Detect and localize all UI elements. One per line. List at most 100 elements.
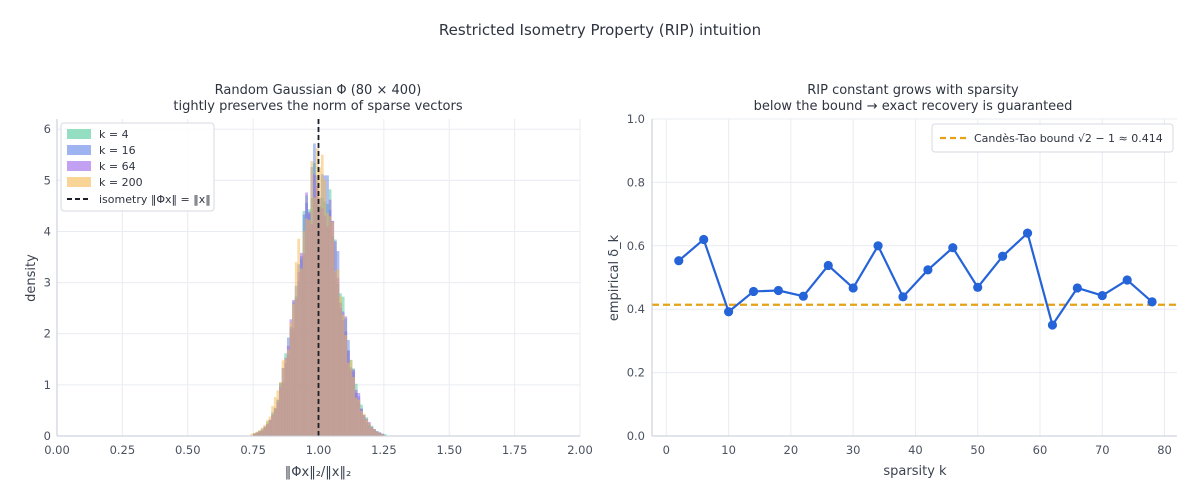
x-tick-label: 60	[1033, 443, 1048, 457]
histogram-bar	[268, 416, 272, 437]
figure-title: Restricted Isometry Property (RIP) intui…	[439, 21, 761, 39]
x-tick-label: 0.50	[175, 443, 201, 457]
rip-legend: Candès-Tao bound √2 − 1 ≈ 0.414	[931, 123, 1174, 153]
legend-swatch-k16	[67, 145, 91, 155]
histogram-bar	[263, 424, 267, 437]
legend-label-isometry: isometry ‖Φx‖ = ‖x‖	[99, 193, 211, 206]
histogram-bar	[362, 413, 366, 437]
x-tick-label: 0	[663, 443, 670, 457]
x-tick-label: 0.00	[44, 443, 70, 457]
histogram-bar	[299, 268, 303, 437]
x-tick-label: 1.75	[502, 443, 528, 457]
y-tick-label: 0.6	[627, 239, 645, 253]
histogram-bar	[266, 420, 269, 437]
rip-panel: RIP constant grows with sparsity below t…	[607, 83, 1177, 479]
histogram-bar	[260, 427, 264, 437]
histogram-legend: k = 4 k = 16 k = 64 k = 200 isometry ‖Φx…	[60, 122, 215, 212]
histogram-bar	[349, 359, 353, 437]
histogram-y-ticks: 0 1 2 3 4 5 6	[44, 122, 51, 443]
histogram-bar	[354, 397, 358, 437]
rip-data-point	[873, 241, 883, 251]
histogram-bar	[328, 216, 332, 437]
y-tick-label: 0	[44, 429, 51, 443]
histogram-bar	[313, 197, 316, 437]
rip-data-point	[1097, 290, 1107, 301]
legend-swatch-k64	[67, 161, 91, 171]
y-tick-label: 6	[44, 122, 51, 136]
x-tick-label: 0.25	[110, 443, 136, 457]
rip-y-ticks: 0.0 0.2 0.4 0.6 0.8 1.0	[627, 112, 645, 443]
x-tick-label: 0.75	[240, 443, 266, 457]
histogram-bar	[367, 423, 371, 437]
histogram-x-ticks: 0.00 0.25 0.50 0.75 1.00 1.25 1.50 1.75 2.00	[44, 443, 593, 457]
histogram-series-k200	[250, 148, 384, 437]
histogram-bar	[320, 154, 324, 437]
rip-data-point	[1122, 275, 1132, 285]
histogram-bar	[284, 358, 288, 437]
histogram-bar	[347, 362, 350, 437]
histogram-bar	[352, 376, 356, 437]
x-tick-label: 40	[908, 443, 923, 457]
histogram-bar	[375, 432, 379, 437]
histogram-bar	[289, 322, 293, 437]
legend-label-k4: k = 4	[99, 128, 129, 141]
rip-data-point	[748, 286, 759, 297]
histogram-bar	[271, 405, 274, 437]
histogram-bar	[333, 271, 337, 437]
histogram-bar	[294, 262, 298, 437]
rip-data-point	[898, 292, 908, 302]
x-tick-label: 2.00	[567, 443, 593, 457]
rip-data-point	[973, 282, 983, 292]
y-tick-label: 0.4	[627, 302, 645, 316]
histogram-bar	[281, 360, 285, 437]
legend-label-bound: Candès-Tao bound √2 − 1 ≈ 0.414	[974, 132, 1163, 145]
histogram-y-label: density	[24, 254, 39, 302]
histogram-bar	[273, 397, 277, 437]
rip-data-point	[798, 291, 808, 301]
rip-data-point	[948, 243, 958, 253]
x-tick-label: 10	[721, 443, 736, 457]
histogram-bar	[339, 296, 342, 437]
legend-swatch-k4	[67, 129, 91, 139]
histogram-bar	[331, 222, 335, 437]
rip-data-point	[773, 285, 784, 296]
histogram-title-line1: Random Gaussian Φ (80 × 400)	[215, 83, 422, 98]
histogram-bar	[336, 268, 340, 437]
histogram-bar	[341, 314, 345, 437]
histogram-bar	[302, 231, 306, 437]
rip-title-line2: below the bound → exact recovery is guar…	[754, 99, 1073, 114]
x-tick-label: 30	[846, 443, 861, 457]
histogram-bar	[344, 335, 348, 437]
histogram-bar	[323, 179, 327, 437]
histogram-bar	[326, 212, 329, 437]
x-tick-label: 50	[970, 443, 985, 457]
histogram-bar	[279, 382, 282, 437]
histogram-panel: Random Gaussian Φ (80 × 400) tightly pre…	[24, 83, 593, 480]
legend-frame	[931, 123, 1174, 153]
y-tick-label: 5	[44, 173, 51, 187]
histogram-bar	[365, 419, 369, 437]
rip-data-point	[1147, 297, 1157, 307]
y-tick-label: 1.0	[627, 112, 645, 126]
rip-data-point	[1022, 228, 1033, 238]
rip-grid	[652, 118, 1177, 437]
y-tick-label: 2	[44, 327, 51, 341]
legend-label-k200: k = 200	[99, 176, 143, 189]
legend-label-k16: k = 16	[99, 144, 136, 157]
histogram-bar	[292, 304, 295, 437]
rip-data-point	[699, 234, 709, 245]
histogram-bar	[305, 218, 308, 437]
y-tick-label: 0.0	[627, 429, 645, 443]
rip-data-point	[923, 265, 933, 275]
rip-data-point	[1047, 320, 1058, 330]
legend-label-k64: k = 64	[99, 160, 136, 173]
x-tick-label: 70	[1095, 443, 1110, 457]
histogram-bars	[250, 143, 387, 437]
rip-y-label: empirical δ_k	[607, 234, 622, 321]
y-tick-label: 0.8	[627, 175, 645, 189]
histogram-bar	[276, 390, 280, 437]
rip-x-label: sparsity k	[883, 464, 947, 479]
y-tick-label: 3	[44, 276, 51, 290]
histogram-bar	[307, 220, 311, 437]
rip-data-point	[823, 260, 833, 271]
